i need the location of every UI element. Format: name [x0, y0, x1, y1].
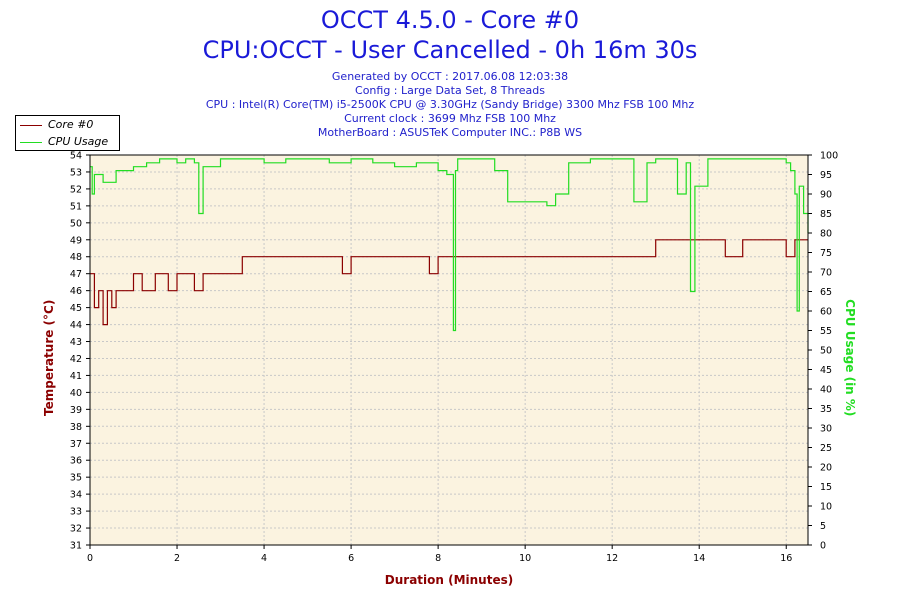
tick-label-bottom: 14 — [693, 553, 705, 564]
tick-label-left: 53 — [70, 167, 82, 178]
tick-label-left: 35 — [70, 473, 82, 484]
legend-label-core: Core #0 — [48, 118, 94, 131]
chart-subtitle: CPU:OCCT - User Cancelled - 0h 16m 30s — [202, 36, 698, 64]
tick-label-right: 65 — [820, 287, 832, 298]
tick-label-bottom: 4 — [261, 553, 267, 564]
tick-label-right: 50 — [820, 346, 832, 357]
tick-label-left: 31 — [70, 541, 82, 552]
plot-frame — [89, 154, 809, 546]
tick-label-left: 50 — [70, 218, 82, 229]
tick-label-left: 49 — [70, 235, 82, 246]
tick-label-right: 0 — [820, 541, 826, 552]
y-axis-label-left: Temperature (°C) — [42, 300, 56, 416]
tick-label-right: 10 — [820, 502, 832, 513]
tick-label-bottom: 0 — [87, 553, 93, 564]
tick-label-bottom: 2 — [174, 553, 180, 564]
tick-label-right: 100 — [820, 151, 838, 162]
tick-label-right: 40 — [820, 385, 832, 396]
tick-label-right: 5 — [820, 521, 826, 532]
legend-swatch-core — [20, 124, 42, 126]
tick-label-right: 55 — [820, 326, 832, 337]
tick-label-left: 37 — [70, 439, 82, 450]
tick-label-right: 45 — [820, 365, 832, 376]
tick-label-left: 42 — [70, 354, 82, 365]
y-axis-label-right: CPU Usage (in %) — [843, 299, 857, 416]
tick-label-right: 30 — [820, 424, 832, 435]
tick-label-left: 36 — [70, 456, 82, 467]
tick-label-bottom: 6 — [348, 553, 354, 564]
tick-label-right: 90 — [820, 190, 832, 201]
tick-label-right: 35 — [820, 404, 832, 415]
legend-item-core: Core #0 — [20, 118, 93, 132]
tick-label-right: 25 — [820, 443, 832, 454]
legend-item-cpu-usage: CPU Usage — [20, 135, 108, 149]
tick-label-left: 54 — [70, 151, 82, 162]
tick-label-left: 51 — [70, 201, 82, 212]
tick-label-bottom: 16 — [780, 553, 792, 564]
tick-label-left: 39 — [70, 405, 82, 416]
tick-label-left: 33 — [70, 507, 82, 518]
tick-label-left: 41 — [70, 371, 82, 382]
legend: Core #0 CPU Usage — [15, 115, 120, 151]
series-layer — [90, 158, 809, 332]
tick-label-left: 52 — [70, 184, 82, 195]
series-line-core — [90, 239, 808, 326]
tick-label-right: 75 — [820, 248, 832, 259]
info-cpu: CPU : Intel(R) Core(TM) i5-2500K CPU @ 3… — [205, 98, 695, 111]
tick-label-right: 60 — [820, 307, 832, 318]
tick-label-left: 38 — [70, 422, 82, 433]
tick-label-left: 44 — [70, 320, 82, 331]
tick-label-left: 34 — [70, 490, 82, 501]
info-generated: Generated by OCCT : 2017.06.08 12:03:38 — [331, 70, 569, 83]
chart-title: OCCT 4.5.0 - Core #0 — [320, 6, 580, 34]
tick-label-right: 20 — [820, 463, 832, 474]
tick-label-left: 45 — [70, 303, 82, 314]
x-axis-label: Duration (Minutes) — [385, 573, 513, 587]
legend-label-cpu-usage: CPU Usage — [48, 135, 109, 148]
series-line-cpu-usage — [90, 158, 809, 332]
tick-label-right: 15 — [820, 482, 832, 493]
plot-area — [90, 155, 808, 545]
tick-label-right: 85 — [820, 209, 832, 220]
tick-label-left: 46 — [70, 286, 82, 297]
tick-label-left: 40 — [70, 388, 82, 399]
axis-ticks: 3132333435363738394041424344454647484950… — [70, 151, 838, 565]
tick-label-left: 43 — [70, 337, 82, 348]
info-motherboard: MotherBoard : ASUSTeK Computer INC.: P8B… — [317, 126, 583, 139]
info-clock: Current clock : 3699 Mhz FSB 100 Mhz — [344, 112, 556, 125]
legend-swatch-cpu-usage — [20, 141, 42, 143]
tick-label-right: 95 — [820, 170, 832, 181]
tick-label-left: 32 — [70, 524, 82, 535]
tick-label-right: 80 — [820, 229, 832, 240]
tick-label-bottom: 12 — [606, 553, 618, 564]
tick-label-right: 70 — [820, 268, 832, 279]
tick-label-bottom: 10 — [519, 553, 531, 564]
tick-label-left: 47 — [70, 269, 82, 280]
tick-label-bottom: 8 — [435, 553, 441, 564]
info-config: Config : Large Data Set, 8 Threads — [355, 84, 545, 97]
tick-label-left: 48 — [70, 252, 82, 263]
